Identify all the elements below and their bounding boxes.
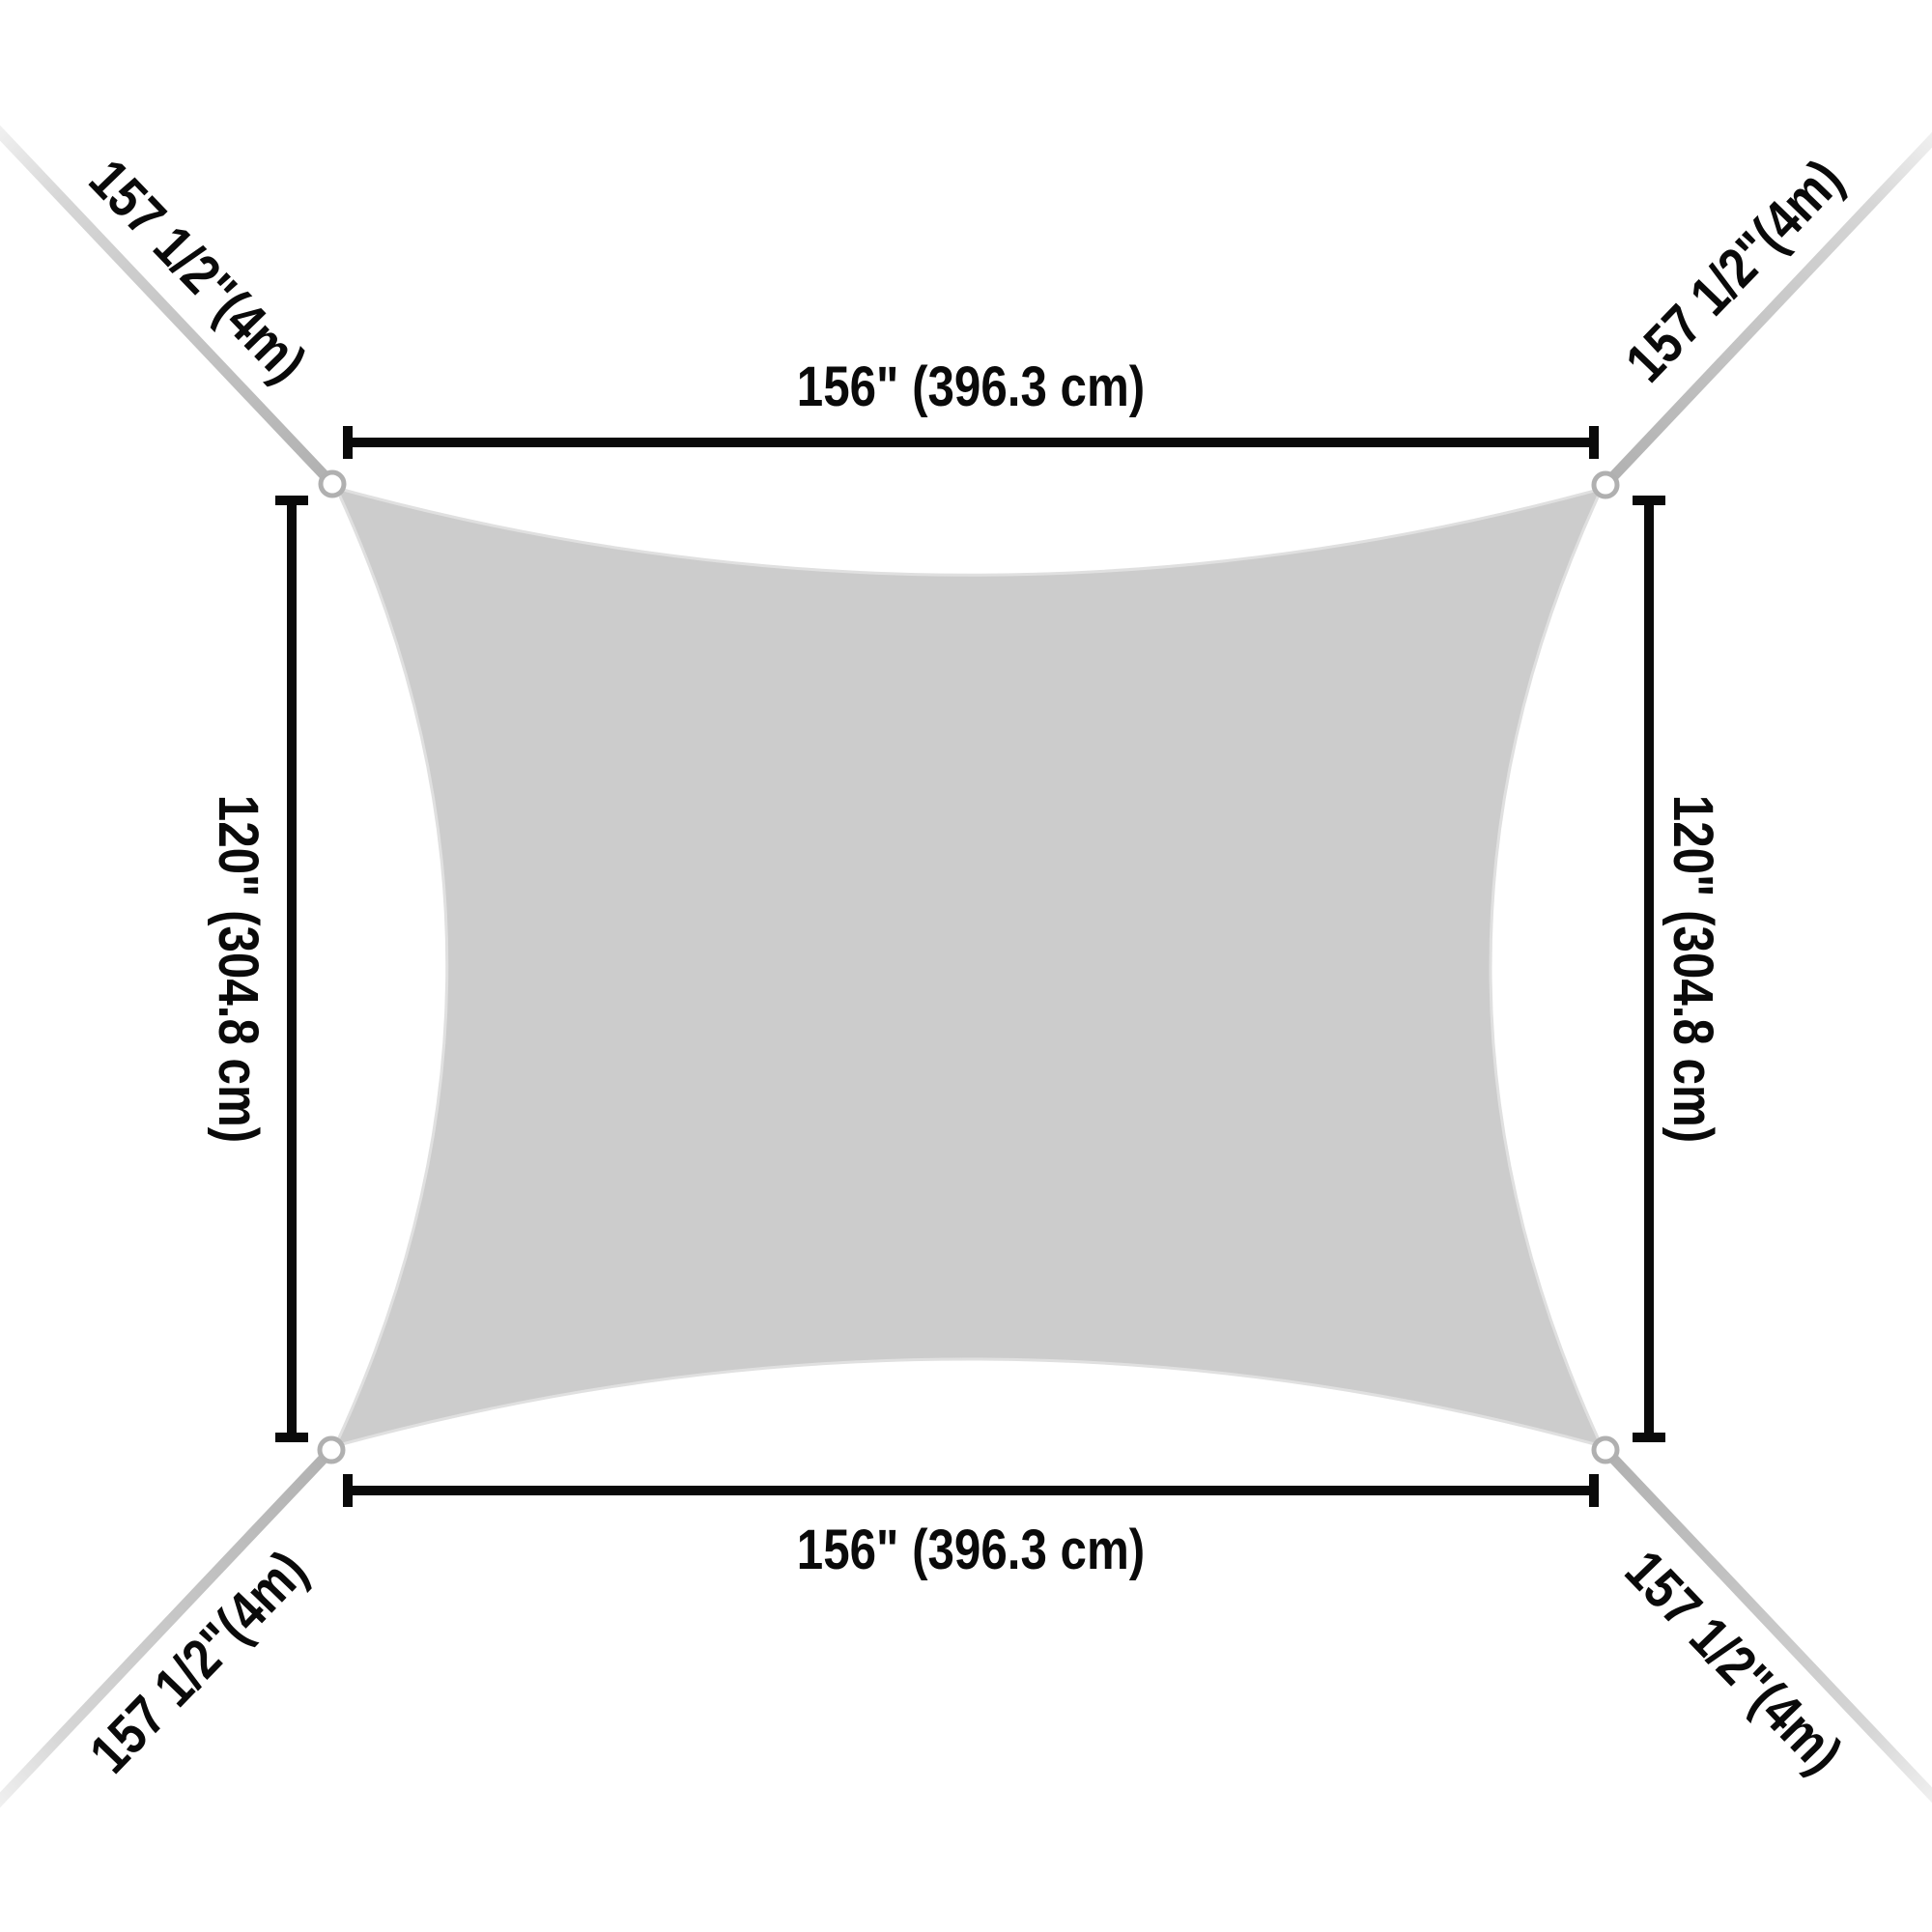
corner-rope-label-top-left: 157 1/2"(4m) bbox=[77, 148, 318, 394]
corner-ring-top-left bbox=[318, 469, 347, 498]
rope-bottom-right bbox=[1598, 1442, 1932, 1804]
corner-rope-label-bottom-left: 157 1/2"(4m) bbox=[78, 1539, 319, 1785]
dimension-line-bottom bbox=[343, 1474, 1599, 1507]
top-edge-dimension-label: 156" (396.3 cm) bbox=[797, 355, 1145, 418]
rope-bottom-left bbox=[0, 1442, 339, 1808]
corner-rope-label-top-right: 157 1/2"(4m) bbox=[1614, 148, 1855, 394]
corner-ring-top-right bbox=[1591, 470, 1620, 499]
corner-rope-label-bottom-right: 157 1/2"(4m) bbox=[1613, 1539, 1854, 1785]
corner-ring-bottom-right bbox=[1591, 1435, 1620, 1464]
dimension-line-top bbox=[343, 426, 1599, 459]
right-edge-dimension-label: 120" (304.8 cm) bbox=[1662, 795, 1724, 1143]
rope-top-left bbox=[0, 125, 340, 492]
dimension-line-right bbox=[1633, 496, 1665, 1442]
rope-top-right bbox=[1598, 131, 1932, 493]
corner-ring-bottom-left bbox=[317, 1435, 346, 1464]
dimension-line-left bbox=[275, 496, 308, 1442]
bottom-edge-dimension-label: 156" (396.3 cm) bbox=[797, 1519, 1145, 1581]
sail-shape bbox=[332, 485, 1605, 1449]
left-edge-dimension-label: 120" (304.8 cm) bbox=[207, 795, 270, 1143]
